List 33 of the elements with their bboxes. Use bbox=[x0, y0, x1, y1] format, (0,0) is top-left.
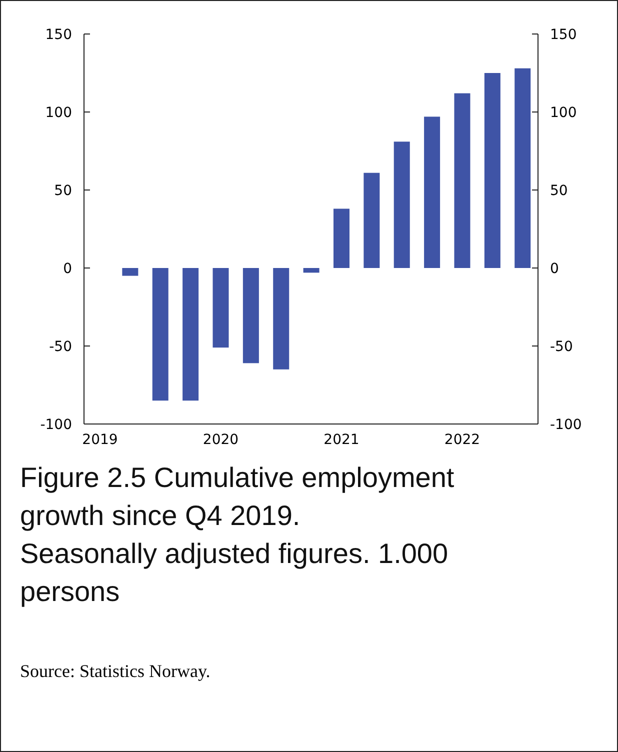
x-tick-label: 2022 bbox=[444, 432, 480, 448]
bar bbox=[394, 142, 410, 268]
bar bbox=[454, 93, 470, 268]
y2-tick-label: -50 bbox=[550, 338, 573, 355]
y-tick-label: 150 bbox=[45, 26, 72, 43]
bar bbox=[212, 268, 229, 348]
bar bbox=[122, 268, 138, 276]
text: Figure 2.5 Cumulative employment growth since Q4 2019. bbox=[20, 462, 454, 531]
y2-tick-label: 0 bbox=[550, 260, 559, 277]
y-tick-label: 50 bbox=[54, 182, 72, 199]
x-tick-label: 2021 bbox=[324, 432, 360, 448]
bar bbox=[182, 268, 199, 401]
bar bbox=[303, 268, 320, 273]
bar bbox=[242, 268, 259, 364]
bar bbox=[484, 73, 500, 268]
y-tick-label: -50 bbox=[49, 338, 72, 355]
bar bbox=[424, 116, 440, 268]
bar bbox=[333, 208, 350, 268]
x-tick-label: 2020 bbox=[202, 432, 239, 448]
y-tick-label: 0 bbox=[63, 260, 72, 277]
y2-tick-label: 100 bbox=[550, 104, 577, 121]
bar bbox=[152, 268, 168, 401]
y2-tick-label: -100 bbox=[550, 416, 582, 433]
x-tick-label: 2019 bbox=[82, 432, 118, 448]
bar bbox=[273, 268, 290, 370]
bar bbox=[364, 172, 380, 268]
y-tick-label: -100 bbox=[40, 416, 72, 433]
bar bbox=[514, 68, 531, 268]
y-tick-label: 100 bbox=[45, 104, 72, 121]
y2-tick-label: 150 bbox=[550, 26, 577, 43]
text: Seasonally adjusted figures. 1.000 persons bbox=[20, 538, 448, 607]
source-note: Source: Statistics Norway. bbox=[20, 661, 210, 681]
y2-tick-label: 50 bbox=[550, 182, 568, 199]
